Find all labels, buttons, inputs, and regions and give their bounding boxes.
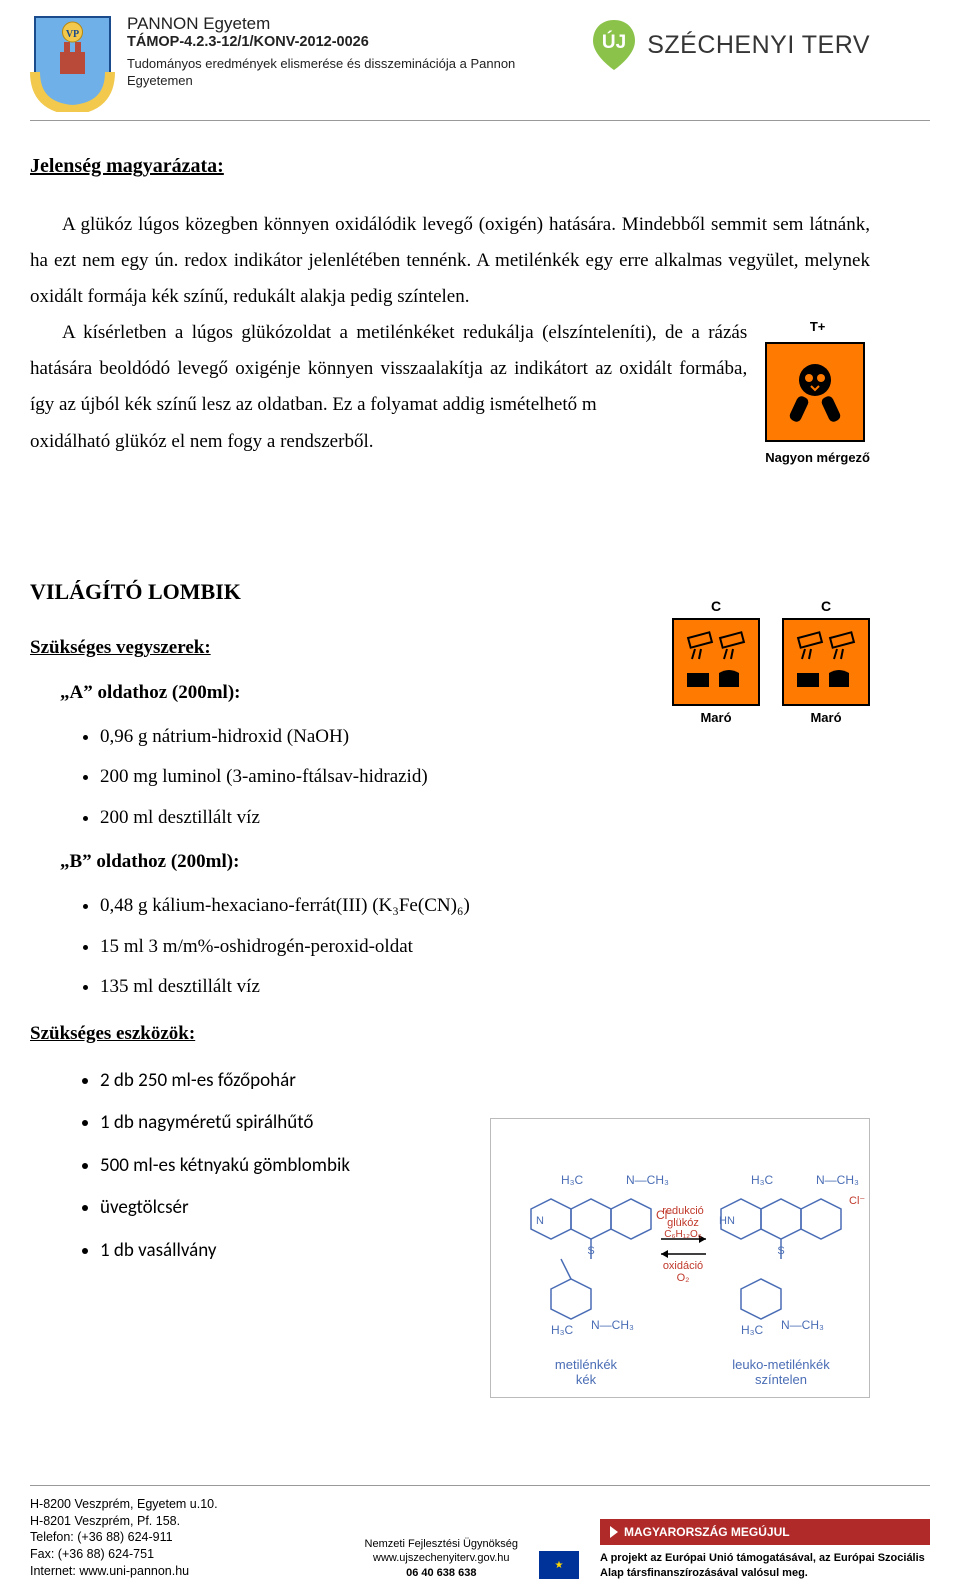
arrow-icon (610, 1526, 618, 1538)
svg-text:O₂: O₂ (677, 1272, 690, 1284)
list-item: 200 ml desztillált víz (100, 798, 870, 839)
paragraph-1: A glükóz lúgos közegben könnyen oxidálód… (30, 207, 870, 315)
szechenyi-logo: ÚJ SZÉCHENYI TERV (591, 18, 870, 72)
required-tools-heading: Szükséges eszközök: (30, 1016, 870, 1052)
list-item: 2 db 250 ml-es főzőpohár (100, 1060, 870, 1103)
solution-b-heading: „B” oldathoz (200ml): (60, 844, 870, 880)
svg-text:N—CH₃: N—CH₃ (626, 1173, 669, 1187)
svg-text:kék: kék (576, 1372, 597, 1387)
svg-text:H₃C: H₃C (561, 1173, 584, 1187)
svg-text:ÚJ: ÚJ (602, 31, 626, 53)
svg-text:színtelen: színtelen (755, 1372, 807, 1387)
page-footer: H-8200 Veszprém, Egyetem u.10. H-8201 Ve… (0, 1485, 960, 1594)
uj-pin-icon: ÚJ (591, 18, 637, 72)
hazard-corrosive-pair: C Maró C Maró (672, 598, 870, 725)
svg-text:N: N (536, 1215, 544, 1227)
hazard-code: C (672, 598, 760, 614)
svg-text:N—CH₃: N—CH₃ (781, 1318, 824, 1332)
hazard-corrosive-icon (672, 618, 760, 706)
page-header: VP PANNON Egyetem TÁMOP-4.2.3-12/1/KONV-… (0, 0, 960, 120)
svg-text:oxidáció: oxidáció (663, 1260, 703, 1272)
svg-text:H₃C: H₃C (751, 1173, 774, 1187)
svg-text:S: S (777, 1245, 784, 1257)
solution-a-list: 0,96 g nátrium-hidroxid (NaOH) 200 mg lu… (100, 717, 870, 839)
list-item: 200 mg luminol (3-amino-ftálsav-hidrazid… (100, 757, 870, 798)
hazard-code: C (782, 598, 870, 614)
svg-text:H₃C: H₃C (551, 1323, 574, 1337)
svg-text:C₆H₁₂O₆: C₆H₁₂O₆ (664, 1229, 702, 1240)
list-item: 0,48 g kálium-hexaciano-ferrát(III) (K₃F… (100, 886, 870, 927)
hungary-renews-badge: MAGYARORSZÁG MEGÚJUL (600, 1519, 930, 1545)
svg-text:metilénkék: metilénkék (555, 1357, 618, 1372)
svg-text:HN: HN (719, 1215, 735, 1227)
hazard-toxic-block: T+ Nagyon mérgező (765, 315, 870, 470)
svg-text:H₃C: H₃C (741, 1323, 764, 1337)
methylene-blue-diagram: H₃C N—CH₃ Cl⁻ S N H₃C N—CH₃ redukció glü… (490, 1118, 870, 1398)
project-code: TÁMOP-4.2.3-12/1/KONV-2012-0026 (127, 34, 579, 50)
svg-text:N—CH₃: N—CH₃ (591, 1318, 634, 1332)
svg-text:Cl⁻: Cl⁻ (849, 1195, 865, 1207)
footer-address: H-8200 Veszprém, Egyetem u.10. H-8201 Ve… (30, 1496, 345, 1580)
hazard-toxic-icon (765, 342, 865, 442)
list-item: 15 ml 3 m/m%-oshidrogén-peroxid-oldat (100, 927, 870, 968)
svg-text:redukció: redukció (662, 1205, 704, 1217)
hazard-label: Nagyon mérgező (765, 446, 870, 471)
university-crest: VP (30, 12, 115, 112)
list-item: 135 ml desztillált víz (100, 967, 870, 1008)
svg-text:leuko-metilénkék: leuko-metilénkék (732, 1357, 830, 1372)
eu-flag-icon: ★ (538, 1550, 580, 1580)
svg-text:VP: VP (66, 29, 79, 40)
eu-funding-text: A projekt az Európai Unió támogatásával,… (600, 1551, 930, 1580)
university-name: PANNON Egyetem (127, 14, 579, 34)
section1-title: Jelenség magyarázata: (30, 147, 870, 185)
footer-divider (30, 1485, 930, 1486)
svg-text:S: S (587, 1245, 594, 1257)
hazard-label: Maró (782, 710, 870, 725)
svg-text:N—CH₃: N—CH₃ (816, 1173, 859, 1187)
hazard-code: T+ (765, 315, 870, 340)
paragraph-2: A kísérletben a lúgos glükózoldat a meti… (30, 315, 870, 459)
project-subtitle: Tudományos eredmények elismerése és diss… (127, 56, 579, 90)
header-text: PANNON Egyetem TÁMOP-4.2.3-12/1/KONV-201… (127, 12, 579, 90)
svg-text:glükóz: glükóz (667, 1217, 699, 1229)
szechenyi-text: SZÉCHENYI TERV (647, 31, 870, 60)
hazard-corrosive-icon (782, 618, 870, 706)
solution-b-list: 0,48 g kálium-hexaciano-ferrát(III) (K₃F… (100, 886, 870, 1008)
nfu-block: Nemzeti Fejlesztési Ügynökség www.ujszec… (365, 1537, 518, 1580)
hazard-label: Maró (672, 710, 760, 725)
